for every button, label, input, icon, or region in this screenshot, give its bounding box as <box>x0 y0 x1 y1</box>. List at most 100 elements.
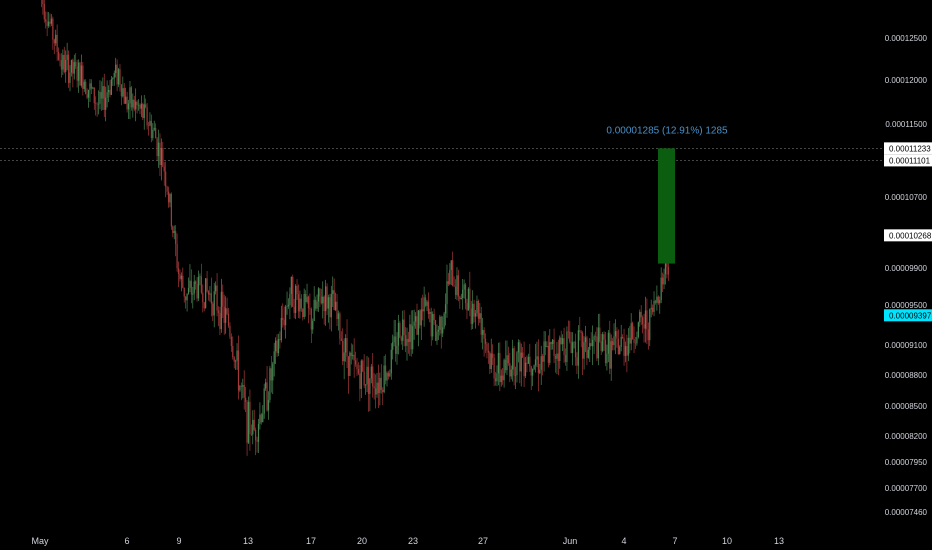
candle-body <box>529 356 531 367</box>
candle-body <box>609 332 611 369</box>
candle-body <box>145 104 147 108</box>
candle-body <box>300 298 302 309</box>
candle-body <box>493 357 495 379</box>
candle-body <box>607 332 609 354</box>
candle-body <box>283 319 285 326</box>
time-tick-label: 13 <box>243 536 253 546</box>
candle-body <box>319 288 321 297</box>
price-axis-label: 0.00011101 <box>884 154 932 167</box>
price-axis-label: 0.00010268 <box>884 229 932 242</box>
candle-body <box>187 287 190 294</box>
candle-body <box>613 336 615 346</box>
candle-body <box>496 373 498 382</box>
candle-body <box>597 327 599 359</box>
candle-body <box>610 341 612 369</box>
candle-body <box>650 307 652 310</box>
candle-body <box>507 355 509 364</box>
candle-body <box>229 325 231 337</box>
candle-body <box>602 334 604 351</box>
candle-body <box>336 301 338 320</box>
candle-body <box>247 401 250 443</box>
candle-body <box>370 366 372 379</box>
candle-body <box>75 62 77 67</box>
measure-range-box[interactable] <box>658 148 675 264</box>
candle-body <box>572 342 574 353</box>
candle-body <box>626 346 628 356</box>
candle-body <box>273 351 275 364</box>
candle-body <box>509 363 511 377</box>
candle-body <box>317 288 320 302</box>
candle-body <box>53 39 55 44</box>
candle-body <box>470 308 472 324</box>
candle-body <box>200 276 202 293</box>
candle-body <box>456 275 458 296</box>
candle-body <box>454 286 457 296</box>
candle-body <box>267 399 270 411</box>
candle-body <box>522 352 524 358</box>
candle-body <box>392 342 394 350</box>
candle-body <box>357 369 360 374</box>
price-label-text: 0.00009397 <box>889 311 932 320</box>
candle-body <box>652 307 654 312</box>
candle-body <box>85 81 87 95</box>
candle-body <box>77 62 80 81</box>
candle-body <box>422 309 424 312</box>
price-axis-label: 0.00011233 <box>884 142 932 155</box>
candle-body <box>130 87 132 108</box>
candle-body <box>322 296 324 304</box>
candle-body <box>216 285 218 311</box>
candle-body <box>56 34 58 52</box>
candle-body <box>192 293 194 295</box>
candle-body <box>486 343 488 351</box>
candle-body <box>394 336 397 354</box>
candle-body <box>474 313 477 317</box>
candle-body <box>190 280 192 295</box>
candle-body <box>647 329 649 341</box>
candle-body <box>574 341 577 358</box>
candle-body <box>249 401 251 434</box>
candle-body <box>277 339 280 354</box>
time-tick-label: 23 <box>408 536 418 546</box>
price-range-measure[interactable]: 0.00001285 (12.91%) 1285 <box>606 125 728 264</box>
time-tick-label: 6 <box>124 536 129 546</box>
candle-body <box>327 297 330 309</box>
candle-body <box>436 331 438 341</box>
candle-body <box>323 296 325 312</box>
candle-body <box>376 382 378 395</box>
candle-body <box>250 433 252 435</box>
candle-body <box>547 346 549 363</box>
candle-body <box>644 310 647 329</box>
time-axis[interactable]: May 6 9 13 17 20 23 27 Jun 4 7 10 13 <box>31 536 784 546</box>
candle-body <box>620 336 622 347</box>
candle-body <box>270 368 272 381</box>
candle-body <box>230 336 232 346</box>
candle-body <box>423 297 425 312</box>
price-tick-label: 0.00008800 <box>885 371 928 380</box>
candle-body <box>93 87 95 104</box>
candle-body <box>463 284 465 290</box>
candle-body <box>654 300 657 303</box>
price-axis[interactable]: 0.00012500 0.00012000 0.00011500 0.00010700… <box>885 34 928 517</box>
candle-body <box>536 356 538 360</box>
candle-body <box>315 299 317 309</box>
candle-body <box>127 103 130 110</box>
candle-body <box>183 287 185 297</box>
candle-body <box>539 369 541 374</box>
candle-body <box>449 269 451 285</box>
candle-body <box>502 375 504 381</box>
candle-body <box>325 286 327 312</box>
candle-body <box>166 186 168 192</box>
candle-body <box>512 348 514 370</box>
candle-body <box>342 340 344 362</box>
candle-body <box>472 303 474 324</box>
candle-body <box>196 284 198 299</box>
candle-body <box>649 309 651 341</box>
candle-body <box>279 339 281 341</box>
candle-body <box>520 352 522 372</box>
candle-body <box>663 274 665 285</box>
candle-body <box>213 291 215 316</box>
candle-body <box>473 303 475 317</box>
candle-body <box>147 125 150 126</box>
candle-body <box>413 321 415 327</box>
